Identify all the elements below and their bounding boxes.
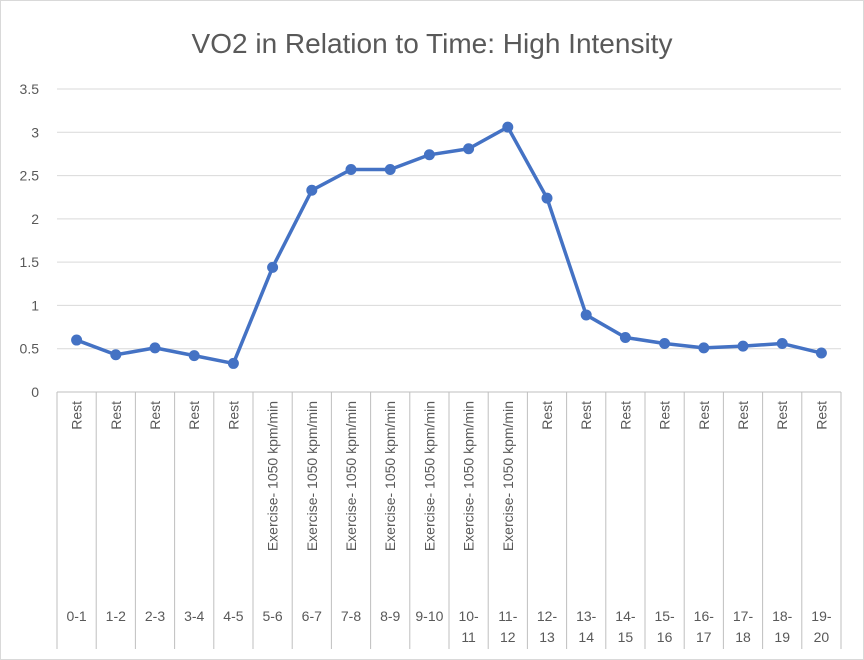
x-category-phase-label: Rest xyxy=(225,401,241,430)
x-category-time-label: 11-12 xyxy=(498,608,518,645)
x-category-time-label: 2-3 xyxy=(145,608,165,624)
y-tick-label: 2.5 xyxy=(20,168,40,184)
x-category-phase-label: Exercise- 1050 kpm/min xyxy=(304,401,320,551)
x-category-time-label: 14-15 xyxy=(615,608,636,645)
x-category-time-label: 9-10 xyxy=(415,608,443,624)
y-tick-label: 1 xyxy=(31,297,39,313)
data-point-5-6 xyxy=(267,261,279,273)
x-category-time-label: 15-16 xyxy=(654,608,675,645)
data-point-19-20 xyxy=(815,347,827,359)
data-point-10-11 xyxy=(463,143,475,155)
x-category-phase-label: Rest xyxy=(539,401,555,430)
x-category-time-label: 8-9 xyxy=(380,608,400,624)
data-point-1-2 xyxy=(110,349,122,361)
x-category-phase-label: Exercise- 1050 kpm/min xyxy=(421,401,437,551)
y-tick-label: 3 xyxy=(31,124,39,140)
x-category-time-label: 7-8 xyxy=(341,608,361,624)
series-vo2 xyxy=(71,121,827,369)
x-category-time-label: 3-4 xyxy=(184,608,204,624)
x-category-time-label: 17-18 xyxy=(733,608,754,645)
x-category-time-label: 18-19 xyxy=(772,608,793,645)
x-category-phase-label: Exercise- 1050 kpm/min xyxy=(500,401,516,551)
y-tick-label: 2 xyxy=(31,211,39,227)
data-point-18-19 xyxy=(776,338,788,350)
x-category-phase-label: Rest xyxy=(578,401,594,430)
x-category-phase-label: Rest xyxy=(186,401,202,430)
data-point-2-3 xyxy=(149,342,161,354)
data-point-16-17 xyxy=(698,342,710,354)
data-point-4-5 xyxy=(227,357,239,369)
y-axis-ticks: 0 0.5 1 1.5 2 2.5 3 3.5 xyxy=(20,81,40,400)
x-category-time-label: 16-17 xyxy=(694,608,715,645)
x-category-time-label: 5-6 xyxy=(262,608,282,624)
data-point-13-14 xyxy=(580,309,592,321)
x-category-time-label: 1-2 xyxy=(106,608,126,624)
x-category-time-label: 19-20 xyxy=(811,608,832,645)
x-category-phase-label: Rest xyxy=(69,401,85,430)
x-category-phase-label: Rest xyxy=(813,401,829,430)
data-point-3-4 xyxy=(188,350,200,362)
x-category-phase-label: Rest xyxy=(617,401,633,430)
x-category-phase-label: Rest xyxy=(774,401,790,430)
y-tick-label: 1.5 xyxy=(20,254,40,270)
x-category-phase-label: Rest xyxy=(657,401,673,430)
y-tick-label: 0 xyxy=(31,384,39,400)
series-line xyxy=(74,125,824,366)
x-category-time-label: 6-7 xyxy=(302,608,322,624)
data-point-17-18 xyxy=(737,340,749,352)
y-tick-label: 0.5 xyxy=(20,341,40,357)
x-category-phase-label: Rest xyxy=(735,401,751,430)
data-point-14-15 xyxy=(619,331,631,343)
x-category-phase-label: Rest xyxy=(147,401,163,430)
gridlines xyxy=(57,88,841,350)
x-category-time-label: 4-5 xyxy=(223,608,243,624)
x-category-phase-label: Rest xyxy=(108,401,124,430)
x-category-time-label: 13-14 xyxy=(576,608,597,645)
chart-title: VO2 in Relation to Time: High Intensity xyxy=(192,28,673,59)
data-point-15-16 xyxy=(659,338,671,350)
x-category-phase-label: Exercise- 1050 kpm/min xyxy=(382,401,398,551)
data-point-7-8 xyxy=(345,164,357,176)
x-category-phase-label: Exercise- 1050 kpm/min xyxy=(265,401,281,551)
x-category-time-label: 12-13 xyxy=(537,608,558,645)
x-category-phase-label: Rest xyxy=(696,401,712,430)
data-point-9-10 xyxy=(423,149,435,161)
y-tick-label: 3.5 xyxy=(20,81,40,97)
x-category-time-label: 0-1 xyxy=(66,608,86,624)
x-category-time-label: 10-11 xyxy=(458,608,479,645)
data-point-6-7 xyxy=(306,184,318,196)
data-point-8-9 xyxy=(384,164,396,176)
data-point-0-1 xyxy=(71,334,83,346)
x-axis: Rest 0-1 Rest 1-2 Rest 2-3 Rest 3-4 Rest 4-5 Exerc… xyxy=(56,391,842,649)
data-point-11-12 xyxy=(502,121,514,133)
x-category-phase-label: Exercise- 1050 kpm/min xyxy=(461,401,477,551)
x-category-phase-label: Exercise- 1050 kpm/min xyxy=(343,401,359,551)
data-point-12-13 xyxy=(541,192,553,204)
